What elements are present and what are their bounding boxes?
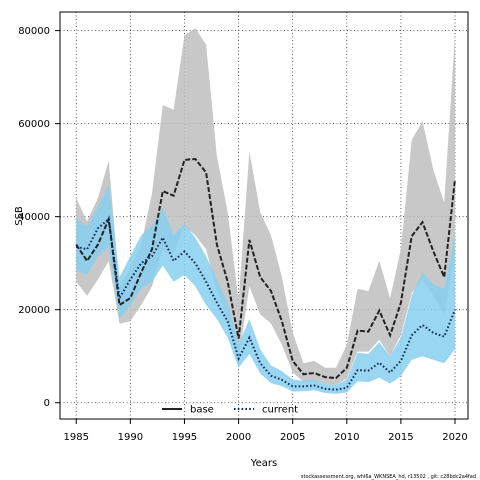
x-tick-label: 2000 — [226, 432, 251, 443]
y-tick-label: 60000 — [18, 119, 50, 130]
x-axis-title: Years — [250, 458, 277, 469]
x-tick-label: 1990 — [118, 432, 143, 443]
x-tick-label: 2005 — [280, 432, 305, 443]
y-tick-label: 20000 — [18, 305, 50, 316]
line-current — [75, 217, 456, 391]
footer-text: stockassessment.org, whl6a_WKNSEA_hd, r1… — [301, 474, 476, 480]
x-tick-label: 2015 — [388, 432, 413, 443]
line-base — [75, 157, 456, 380]
x-tick-label: 2020 — [442, 432, 467, 443]
plot-area — [59, 11, 469, 420]
y-tick-label: 0 — [44, 398, 50, 409]
band-current — [76, 184, 455, 394]
y-tick-label: 80000 — [18, 26, 50, 37]
legend-label-current: current — [262, 405, 298, 416]
confidence-bands — [76, 28, 455, 394]
legend-label-base: base — [190, 405, 214, 416]
plot-frame — [59, 11, 469, 420]
x-tick-label: 2010 — [334, 432, 359, 443]
x-axis: 1985 1990 1995 2000 2005 2010 2015 2020 — [64, 419, 468, 443]
y-axis-title: SSB — [14, 206, 25, 226]
y-axis: 0 20000 40000 60000 80000 — [18, 26, 60, 409]
x-tick-label: 1995 — [172, 432, 197, 443]
x-tick-label: 1985 — [64, 432, 89, 443]
y-tick-label: 40000 — [18, 212, 50, 223]
band-base — [76, 28, 455, 386]
series-lines — [75, 157, 456, 391]
legend: base current — [162, 405, 298, 416]
